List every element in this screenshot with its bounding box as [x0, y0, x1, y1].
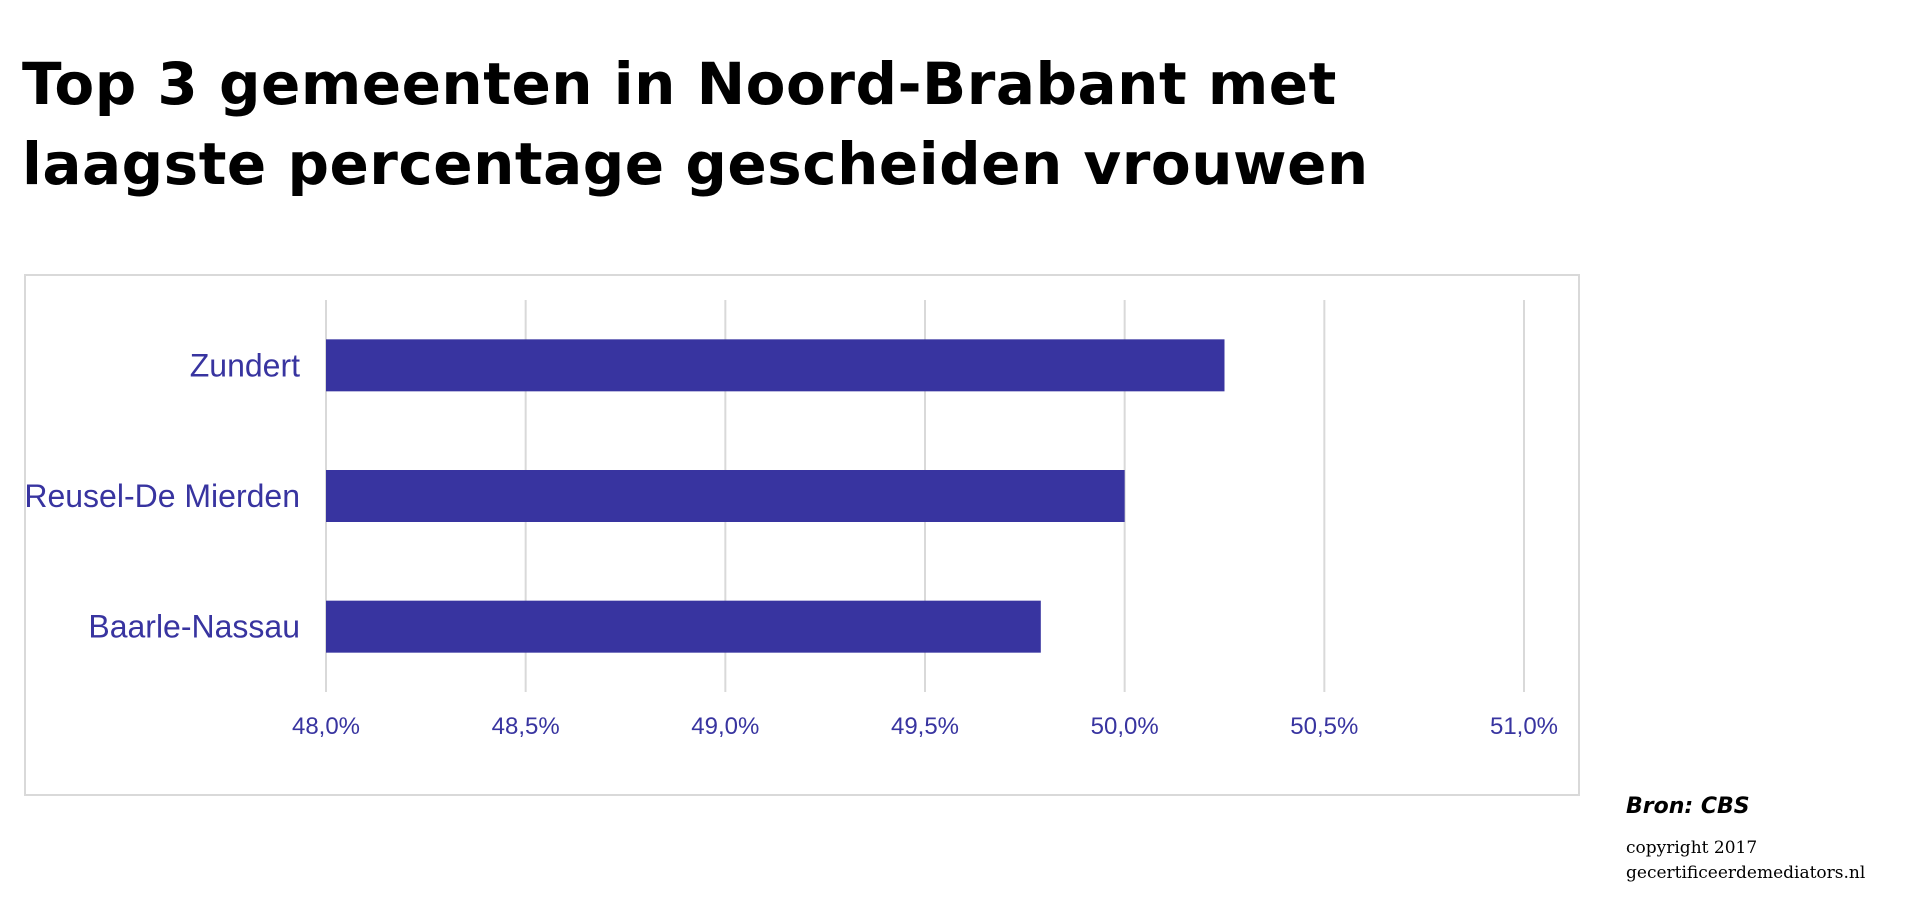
x-tick-label: 50,0% — [1091, 713, 1159, 740]
category-label: Baarle-Nassau — [88, 609, 300, 645]
x-tick-label: 48,5% — [492, 713, 560, 740]
chart-title: Top 3 gemeenten in Noord-Brabant met laa… — [22, 50, 1369, 198]
x-tick-label: 50,5% — [1290, 713, 1358, 740]
source-note: Bron: CBS — [1626, 794, 1750, 819]
x-tick-label: 51,0% — [1490, 713, 1558, 740]
bars — [326, 339, 1225, 653]
x-tick-label: 49,5% — [891, 713, 959, 740]
x-axis-tick-labels: 48,0% 48,5% 49,0% 49,5% 50,0% 50,5% 51,0% — [292, 713, 1558, 740]
category-labels: Zundert Reusel-De Mierden Baarle-Nassau — [24, 347, 300, 644]
bar-zundert — [326, 339, 1225, 392]
copyright-year: copyright 2017 — [1626, 838, 1758, 858]
x-tick-label: 49,0% — [691, 713, 759, 740]
copyright-site: gecertificeerdemediators.nl — [1626, 863, 1866, 883]
copyright-note: copyright 2017 gecertificeerdemediators.… — [1626, 836, 1865, 886]
bar-chart: Zundert Reusel-De Mierden Baarle-Nassau 48… — [24, 300, 1558, 740]
category-label: Reusel-De Mierden — [24, 478, 300, 514]
category-label: Zundert — [190, 347, 300, 383]
x-tick-label: 48,0% — [292, 713, 360, 740]
bar-baarle-nassau — [326, 600, 1041, 653]
bar-reusel-de-mierden — [326, 470, 1125, 522]
